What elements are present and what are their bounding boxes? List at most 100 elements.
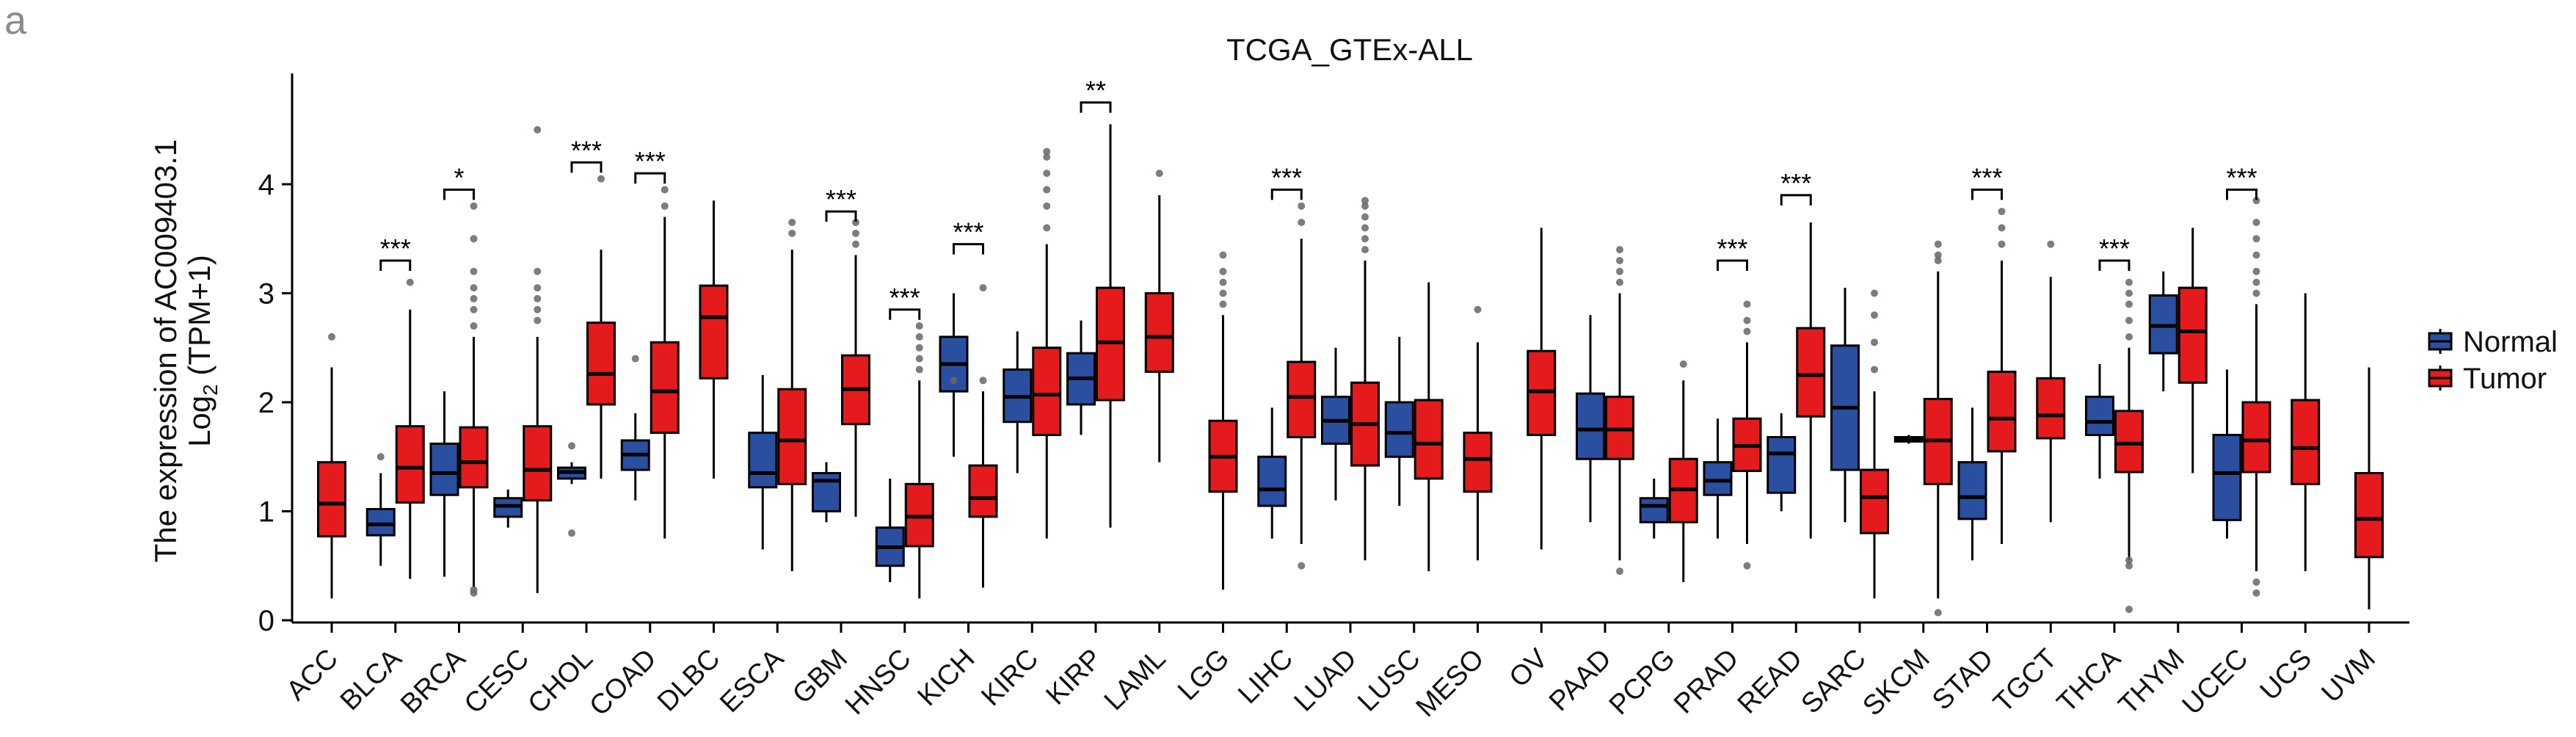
box-read-tumor [1796,222,1826,539]
box-blca-normal [365,453,396,566]
box-uvm-tumor-box [2354,472,2384,559]
box-paad-tumor-outlier-3 [1616,246,1623,254]
box-read-normal-box [1767,436,1797,494]
box-lgg-tumor-outlier-2 [1219,278,1227,286]
box-skcm-tumor [1923,240,1953,617]
box-coad-normal-outlier-0 [631,355,639,363]
box-lihc-tumor [1287,202,1317,570]
box-cesc-tumor-outlier-5 [534,126,542,134]
box-brca-tumor-box [459,426,489,489]
box-thca-tumor [2114,278,2144,614]
box-thym-normal [2148,271,2178,392]
box-tgct-tumor-outlier-0 [2047,240,2055,248]
box-lihc-tumor-outlier-1 [1298,202,1306,210]
box-lusc-tumor [1413,282,1444,572]
box-sarc-tumor-outlier-2 [1871,311,1878,319]
box-hnsc-tumor-outlier-0 [915,366,923,374]
box-hnsc-normal [875,478,905,583]
box-coad-tumor-box [650,341,680,435]
box-luad-tumor-outlier-3 [1361,213,1369,221]
box-kirc-tumor-box [1032,346,1062,437]
box-skcm-tumor-outlier-2 [1934,240,1942,248]
box-coad-tumor-outlier-1 [661,186,669,194]
box-ucec-tumor [2241,197,2271,597]
box-ucec-tumor-outlier-2 [2252,267,2260,275]
x-tick-label-OV: OV [1504,643,1554,694]
legend-normal-label: Normal [2463,326,2558,358]
x-tick-label-ESCA: ESCA [714,643,790,719]
y-tick-label-1: 1 [258,496,274,529]
sig-label-stad: *** [1971,162,2002,192]
box-acc-tumor [317,333,346,599]
box-ucec-tumor-outlier-7 [2252,578,2260,587]
box-ucec-tumor-outlier-3 [2252,251,2260,259]
sig-bracket-kirp [1080,101,1112,113]
box-ucec-tumor-outlier-4 [2252,235,2260,243]
box-blca-tumor [395,278,425,579]
box-blca-tumor-box [395,425,425,504]
x-tick-label-KIRC: KIRC [975,643,1044,712]
box-cesc-tumor-outlier-1 [534,305,542,313]
x-axis: ACCBLCABRCACESCCHOLCOADDLBCESCAGBMHNSCKI… [281,621,2409,723]
box-thym-tumor [2177,228,2208,473]
box-pcpg-normal [1639,478,1669,539]
box-gbm-normal [812,462,841,523]
box-kich-tumor [968,284,998,588]
sig-bracket-ucec [2226,188,2257,200]
box-thca-tumor-outlier-0 [2125,333,2133,341]
box-kich-tumor-outlier-0 [979,377,987,385]
x-tick-label-THCA: THCA [2051,643,2127,719]
x-tick-label-MESO: MESO [1411,643,1491,723]
y-axis-label-subscript: 2 [199,384,222,396]
box-meso-tumor-outlier-0 [1474,305,1482,313]
x-tick-label-CHOL: CHOL [523,643,599,719]
box-kirc-tumor-outlier-5 [1043,148,1051,156]
box-ucs-tumor-box [2291,399,2321,485]
box-brca-normal-box [429,442,459,496]
box-brca-normal [429,391,459,577]
box-lgg-tumor-outlier-4 [1219,251,1227,259]
box-lihc-tumor-outlier-0 [1298,218,1306,226]
box-sarc-normal [1830,288,1860,523]
sig-bracket-lihc [1270,188,1303,200]
box-pcpg-tumor [1668,360,1698,583]
box-lihc-normal [1257,407,1287,539]
box-stad-normal-box [1957,461,1987,520]
box-chol-tumor [586,175,616,479]
legend: Normal Tumor [2428,326,2558,395]
box-lusc-tumor-box [1413,399,1444,480]
box-prad-normal [1703,418,1733,539]
box-luad-normal [1321,347,1350,501]
box-luad-tumor-outlier-1 [1361,235,1369,243]
box-kich-tumor-outlier-1 [979,284,987,292]
box-pcpg-tumor-outlier-0 [1679,360,1687,368]
box-coad-tumor-outlier-0 [661,202,669,210]
box-prad-tumor-outlier-3 [1743,562,1751,570]
sig-label-chol: *** [571,135,602,165]
box-ov-tumor [1527,228,1557,550]
x-tick-label-LUAD: LUAD [1289,643,1363,717]
box-stad-tumor-box [1987,370,2017,453]
x-tick-label-ACC: ACC [281,643,344,706]
box-lgg-tumor [1208,251,1238,590]
box-kich-normal-outlier-0 [950,377,958,385]
box-ucec-tumor-outlier-8 [2252,589,2260,597]
sig-label-ucec: *** [2226,162,2257,192]
box-prad-normal-box [1703,461,1733,496]
box-ucec-tumor-outlier-1 [2252,278,2260,286]
y-tick-label-2: 2 [258,387,274,419]
box-kirc-normal [1003,331,1033,473]
box-brca-tumor-outlier-3 [470,284,478,292]
box-dlbc-tumor-box [699,284,729,380]
box-laml-tumor-outlier-0 [1155,170,1163,178]
box-acc-tumor-outlier-0 [328,333,335,341]
box-cesc-tumor-outlier-2 [534,294,542,302]
legend-tumor-label: Tumor [2463,363,2547,395]
box-cesc-normal [493,489,523,528]
box-gbm-tumor-outlier-1 [852,229,859,237]
box-esca-tumor [777,218,807,572]
box-kirc-tumor-outlier-2 [1043,186,1051,194]
box-kirc-tumor-outlier-4 [1043,153,1051,161]
y-axis-label-line2: Log2 (TPM+1) [182,255,222,447]
